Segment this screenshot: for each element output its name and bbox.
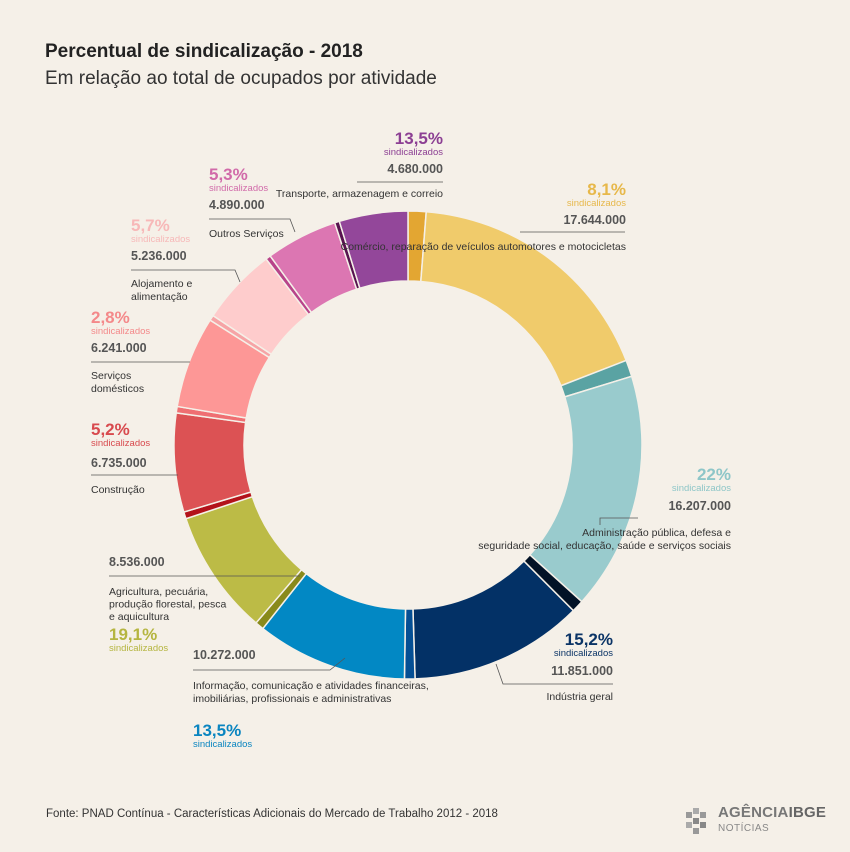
slice-pct-label: 5,2% <box>91 420 130 439</box>
slice-category-label: e aquicultura <box>109 611 169 623</box>
slice-category-label: alimentação <box>131 291 188 303</box>
slice-category-label: produção florestal, pesca <box>109 599 226 611</box>
slice-pct-label: 19,1% <box>109 625 157 644</box>
donut-slice <box>419 210 628 387</box>
logo-word-noticias: NOTÍCIAS <box>718 823 770 834</box>
slice-category-label: Informação, comunicação e atividades fin… <box>193 680 429 692</box>
slice-pct-suffix: sindicalizados <box>193 739 252 750</box>
slice-category-label: Construção <box>91 484 145 496</box>
slice-pct-label: 2,8% <box>91 308 130 327</box>
slice-category-label: Serviços <box>91 370 131 382</box>
slice-pct-suffix: sindicalizados <box>384 147 443 158</box>
donut-slice <box>338 210 409 290</box>
slice-category-label: Agricultura, pecuária, <box>109 586 208 598</box>
logo-word-agencia: AGÊNCIAIBGE <box>718 804 827 821</box>
source-note: Fonte: PNAD Contínua - Características A… <box>46 808 498 820</box>
slice-pct-suffix: sindicalizados <box>672 483 731 494</box>
slice-category-label: Indústria geral <box>546 691 613 703</box>
slice-category-label: seguridade social, educação, saúde e ser… <box>478 540 731 552</box>
chart-title: Percentual de sindicalização - 2018 <box>45 41 363 62</box>
leader-lines <box>91 181 638 685</box>
slice-pct-suffix: sindicalizados <box>567 198 626 209</box>
slice-category-label: Administração pública, defesa e <box>582 527 731 539</box>
agencia-ibge-logo: AGÊNCIAIBGE NOTÍCIAS <box>684 804 826 838</box>
leader-line <box>599 517 638 525</box>
slice-pct-suffix: sindicalizados <box>91 326 150 337</box>
slice-value-label: 8.536.000 <box>109 555 165 569</box>
chart-subtitle: Em relação ao total de ocupados por ativ… <box>45 68 437 89</box>
slice-value-label: 4.680.000 <box>387 162 443 176</box>
slice-pct-label: 22% <box>697 465 731 484</box>
donut-slice <box>528 375 643 603</box>
slice-pct-label: 8,1% <box>587 180 626 199</box>
slice-pct-suffix: sindicalizados <box>554 648 613 659</box>
leader-line <box>209 218 296 233</box>
leader-line <box>131 269 241 283</box>
slice-pct-suffix: sindicalizados <box>131 234 190 245</box>
slice-value-label: 11.851.000 <box>551 664 613 678</box>
slice-value-label: 4.890.000 <box>209 198 265 212</box>
ibge-logo-icon <box>686 808 706 834</box>
slice-value-label: 10.272.000 <box>193 648 256 662</box>
slice-pct-label: 5,3% <box>209 165 248 184</box>
slice-pct-label: 5,7% <box>131 216 170 235</box>
slice-pct-label: 13,5% <box>193 721 241 740</box>
leader-line <box>193 657 346 671</box>
slice-value-label: 6.735.000 <box>91 456 147 470</box>
slice-value-label: 17.644.000 <box>563 213 626 227</box>
slice-pct-label: 15,2% <box>565 630 613 649</box>
slice-category-label: Outros Serviços <box>209 228 284 240</box>
slice-category-label: Comércio, reparação de veículos automoto… <box>341 241 626 253</box>
slice-category-label: imobiliárias, profissionais e administra… <box>193 693 391 705</box>
slice-pct-suffix: sindicalizados <box>109 643 168 654</box>
slice-pct-suffix: sindicalizados <box>91 438 150 449</box>
leader-line <box>495 663 613 685</box>
donut-slices <box>173 210 643 680</box>
slice-category-label: Alojamento e <box>131 278 192 290</box>
slice-pct-label: 13,5% <box>395 129 443 148</box>
slice-value-label: 16.207.000 <box>668 499 731 513</box>
slice-category-label: domésticos <box>91 383 144 395</box>
slice-pct-suffix: sindicalizados <box>209 183 268 194</box>
slice-category-label: Transporte, armazenagem e correio <box>276 188 443 200</box>
slice-value-label: 6.241.000 <box>91 341 147 355</box>
slice-value-label: 5.236.000 <box>131 249 187 263</box>
